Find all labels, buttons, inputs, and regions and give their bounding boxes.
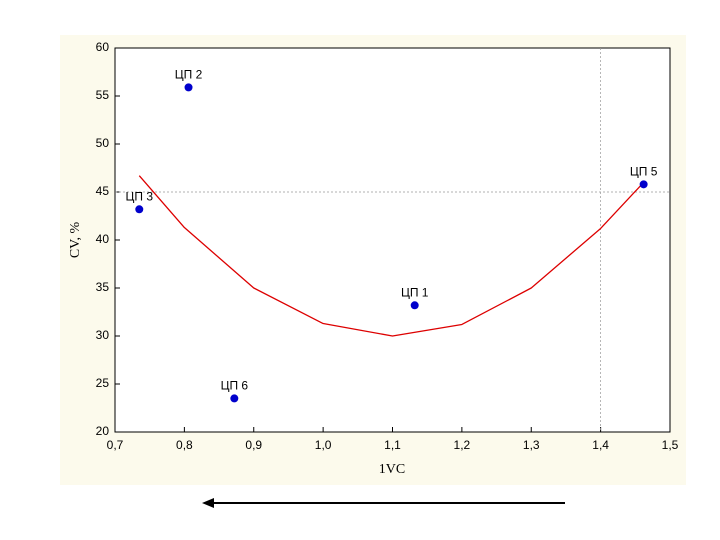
y-tick-label: 35 bbox=[96, 280, 110, 294]
x-tick-label: 1,4 bbox=[592, 438, 609, 452]
y-tick-label: 55 bbox=[96, 88, 110, 102]
arrow-head bbox=[202, 498, 214, 508]
x-tick-label: 1,3 bbox=[523, 438, 540, 452]
y-tick-label: 45 bbox=[96, 184, 110, 198]
point bbox=[639, 180, 648, 189]
y-tick-label: 60 bbox=[96, 40, 110, 54]
x-tick-label: 1,5 bbox=[662, 438, 679, 452]
y-tick-label: 20 bbox=[96, 424, 110, 438]
point-label: ЦП 2 bbox=[175, 68, 203, 82]
point bbox=[184, 83, 193, 92]
x-tick-label: 1,0 bbox=[315, 438, 332, 452]
x-tick-label: 0,7 bbox=[107, 438, 124, 452]
point-label: ЦП 6 bbox=[221, 379, 249, 393]
point-label: ЦП 1 bbox=[401, 285, 429, 299]
x-tick-label: 0,8 bbox=[176, 438, 193, 452]
x-tick-label: 0,9 bbox=[245, 438, 262, 452]
point bbox=[230, 394, 239, 403]
x-tick-label: 1,1 bbox=[384, 438, 401, 452]
y-tick-label: 30 bbox=[96, 328, 110, 342]
y-axis-label: CV, % bbox=[68, 222, 83, 259]
fit-curve bbox=[138, 175, 645, 337]
y-tick-label: 25 bbox=[96, 376, 110, 390]
point-label: ЦП 3 bbox=[126, 189, 154, 203]
x-tick-label: 1,2 bbox=[454, 438, 471, 452]
x-axis-label: 1VC bbox=[379, 462, 405, 477]
point bbox=[410, 301, 419, 310]
y-tick-label: 50 bbox=[96, 136, 110, 150]
plot-area bbox=[114, 47, 671, 433]
point bbox=[135, 205, 144, 214]
y-tick-label: 40 bbox=[96, 232, 110, 246]
point-label: ЦП 5 bbox=[630, 164, 658, 178]
